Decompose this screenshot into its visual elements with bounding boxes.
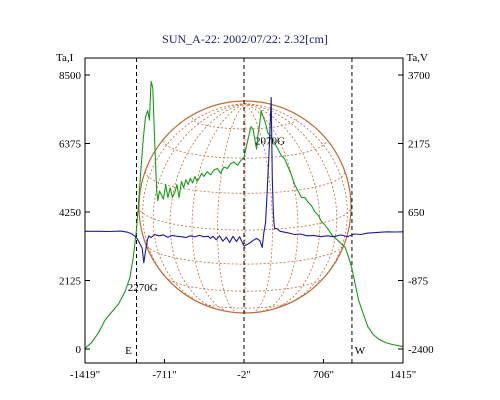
sun-latitude-line bbox=[163, 140, 327, 159]
sun-longitude-line bbox=[244, 103, 299, 313]
x-tick-label: 1415" bbox=[390, 369, 417, 381]
annotations: 2270G 2070G bbox=[128, 135, 285, 294]
sun-longitude-line bbox=[191, 103, 246, 313]
left-tick-label: 6375 bbox=[59, 139, 82, 151]
series-group bbox=[84, 80, 404, 349]
chart-title: SUN_A-22: 2002/07/22: 2.32[cm] bbox=[162, 32, 328, 46]
sun-longitude-line bbox=[217, 103, 246, 314]
right-tick-label: 3700 bbox=[408, 70, 431, 82]
left-tick-label: 2125 bbox=[59, 276, 82, 288]
x-tick-label: 706" bbox=[313, 369, 334, 381]
left-tick-label: 0 bbox=[76, 344, 82, 356]
sun-longitude-line bbox=[142, 103, 246, 289]
left-axis-label: Ta,I bbox=[56, 52, 74, 64]
sun-longitude-line bbox=[169, 103, 246, 311]
annotation-label: 2070G bbox=[255, 135, 285, 147]
sun-longitude-line bbox=[244, 103, 338, 305]
annotation-label: 2270G bbox=[128, 282, 158, 294]
x-tick-label: -711" bbox=[152, 369, 176, 381]
intensity-series-line bbox=[84, 80, 404, 349]
sun-latitude-line bbox=[191, 117, 299, 130]
marker-label: E bbox=[125, 345, 132, 357]
sun-longitude-line bbox=[244, 103, 321, 311]
sun-longitude-line bbox=[244, 103, 348, 289]
left-tick-label: 8500 bbox=[59, 70, 82, 82]
sun-disk-grid bbox=[138, 100, 352, 314]
x-tick-label: -2" bbox=[237, 369, 251, 381]
polarization-series-line bbox=[85, 96, 404, 264]
right-tick-label: -2400 bbox=[408, 344, 434, 356]
right-tick-label: -875 bbox=[408, 276, 429, 288]
sun-longitude-line bbox=[152, 103, 246, 305]
marker-label: W bbox=[355, 345, 366, 357]
right-tick-label: 650 bbox=[408, 207, 425, 219]
axes: 0 2125 4250 6375 8500 -2400 -875 650 2175 3700 -14… bbox=[59, 70, 434, 381]
right-axis-label: Ta,V bbox=[406, 52, 428, 64]
x-tick-label: -1419" bbox=[70, 369, 100, 381]
right-tick-label: 2175 bbox=[408, 139, 431, 151]
left-tick-label: 4250 bbox=[59, 207, 82, 219]
